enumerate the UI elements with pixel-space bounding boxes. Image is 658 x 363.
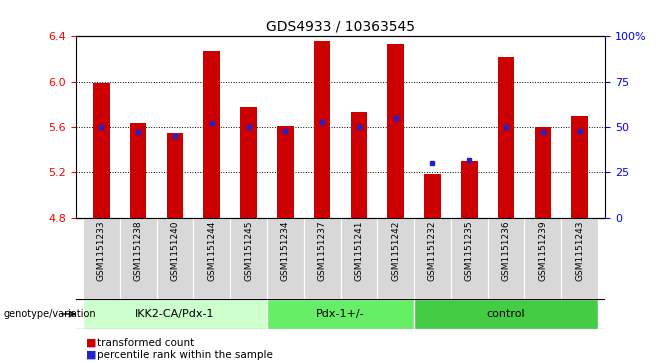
Bar xyxy=(166,133,184,218)
Text: GSM1151243: GSM1151243 xyxy=(575,220,584,281)
Bar xyxy=(83,299,267,329)
Text: GSM1151244: GSM1151244 xyxy=(207,220,216,281)
Bar xyxy=(414,218,451,299)
Bar xyxy=(341,218,377,299)
Bar xyxy=(130,123,147,218)
Text: GSM1151245: GSM1151245 xyxy=(244,220,253,281)
Bar xyxy=(93,83,110,218)
Bar xyxy=(157,218,193,299)
Bar xyxy=(203,51,220,218)
Bar xyxy=(424,174,441,218)
Bar xyxy=(193,218,230,299)
Bar xyxy=(351,112,367,218)
Text: GSM1151240: GSM1151240 xyxy=(170,220,180,281)
Text: GSM1151235: GSM1151235 xyxy=(465,220,474,281)
Text: GSM1151238: GSM1151238 xyxy=(134,220,143,281)
Bar xyxy=(240,107,257,218)
Bar xyxy=(377,218,414,299)
Text: ■: ■ xyxy=(86,350,96,360)
Text: genotype/variation: genotype/variation xyxy=(3,309,96,319)
Bar xyxy=(497,57,515,218)
Bar xyxy=(120,218,157,299)
Text: control: control xyxy=(487,309,525,319)
Title: GDS4933 / 10363545: GDS4933 / 10363545 xyxy=(266,20,415,34)
Text: IKK2-CA/Pdx-1: IKK2-CA/Pdx-1 xyxy=(136,309,215,319)
Bar xyxy=(414,299,598,329)
Bar xyxy=(534,127,551,218)
Bar xyxy=(488,218,524,299)
Text: GSM1151242: GSM1151242 xyxy=(392,220,400,281)
Text: GSM1151234: GSM1151234 xyxy=(281,220,290,281)
Text: transformed count: transformed count xyxy=(97,338,195,348)
Text: Pdx-1+/-: Pdx-1+/- xyxy=(316,309,365,319)
Bar xyxy=(451,218,488,299)
Bar xyxy=(277,126,293,218)
Bar xyxy=(267,299,414,329)
Bar xyxy=(461,161,478,218)
Text: ■: ■ xyxy=(86,338,96,348)
Bar xyxy=(561,218,598,299)
Bar xyxy=(571,116,588,218)
Text: GSM1151233: GSM1151233 xyxy=(97,220,106,281)
Text: GSM1151239: GSM1151239 xyxy=(538,220,547,281)
Bar xyxy=(304,218,341,299)
Bar xyxy=(524,218,561,299)
Text: GSM1151232: GSM1151232 xyxy=(428,220,437,281)
Bar xyxy=(314,41,330,218)
Bar xyxy=(388,44,404,218)
Text: GSM1151237: GSM1151237 xyxy=(318,220,326,281)
Text: GSM1151236: GSM1151236 xyxy=(501,220,511,281)
Text: percentile rank within the sample: percentile rank within the sample xyxy=(97,350,273,360)
Bar xyxy=(83,218,120,299)
Text: GSM1151241: GSM1151241 xyxy=(355,220,363,281)
Bar xyxy=(267,218,304,299)
Bar xyxy=(230,218,267,299)
